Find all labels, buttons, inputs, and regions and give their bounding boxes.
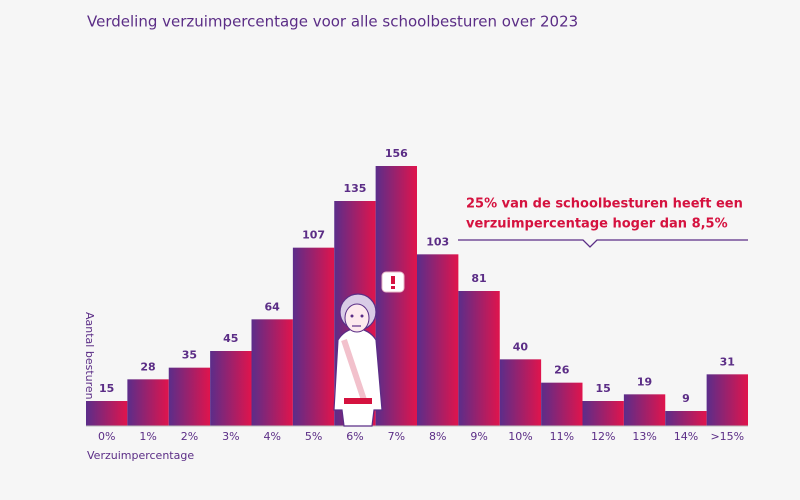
- value-label: 35: [182, 349, 197, 362]
- x-tick-label: 0%: [98, 430, 115, 443]
- x-axis-label: Verzuimpercentage: [87, 449, 194, 462]
- x-tick-label: 6%: [346, 430, 363, 443]
- y-axis-label: Aantal besturen: [83, 312, 96, 400]
- x-tick-label: >15%: [710, 430, 744, 443]
- annotation: verzuimpercentage hoger dan 8,5%: [466, 217, 728, 232]
- bar: [210, 351, 252, 426]
- bar: [499, 359, 542, 426]
- illustration: [333, 271, 405, 427]
- value-label: 45: [223, 332, 238, 345]
- x-tick-label: 10%: [508, 430, 532, 443]
- bar: [582, 401, 624, 426]
- bar: [417, 254, 459, 426]
- bar: [623, 394, 666, 426]
- value-label: 31: [720, 355, 735, 368]
- bar: [375, 166, 417, 426]
- value-label: 40: [513, 340, 529, 353]
- bar: [458, 291, 500, 426]
- value-label: 26: [554, 364, 570, 377]
- annotation: 25% van de schoolbesturen heeft een: [466, 197, 743, 212]
- value-label: 156: [385, 147, 408, 160]
- bar: [665, 411, 707, 426]
- value-label: 15: [596, 382, 611, 395]
- x-tick-label: 8%: [429, 430, 446, 443]
- bar: [292, 247, 335, 426]
- chart-title: Verdeling verzuimpercentage voor alle sc…: [87, 13, 578, 31]
- value-label: 107: [302, 229, 325, 242]
- x-tick-label: 5%: [305, 430, 322, 443]
- belt: [344, 398, 372, 404]
- face: [344, 303, 370, 333]
- eye: [360, 314, 364, 318]
- value-label: 135: [343, 182, 366, 195]
- x-tick-label: 13%: [632, 430, 656, 443]
- exclamation: [391, 276, 395, 284]
- bar: [706, 374, 748, 426]
- value-label: 9: [682, 392, 690, 405]
- bar: [251, 319, 293, 426]
- x-tick-label: 12%: [591, 430, 615, 443]
- bar: [86, 401, 128, 426]
- value-label: 81: [471, 272, 486, 285]
- sash: [341, 339, 367, 401]
- x-tick-label: 9%: [470, 430, 487, 443]
- bar: [541, 382, 583, 426]
- value-label: 28: [140, 360, 155, 373]
- x-tick-label: 4%: [263, 430, 280, 443]
- bar: [127, 379, 169, 426]
- x-tick-label: 11%: [550, 430, 574, 443]
- value-label: 15: [99, 382, 114, 395]
- eye: [350, 314, 354, 318]
- value-label: 103: [426, 235, 449, 248]
- x-tick-label: 3%: [222, 430, 239, 443]
- value-label: 64: [265, 300, 281, 313]
- value-label: 19: [637, 375, 652, 388]
- bar: [168, 367, 211, 426]
- x-tick-label: 14%: [674, 430, 698, 443]
- x-tick-label: 1%: [139, 430, 156, 443]
- annotation-bracket: [458, 239, 748, 248]
- x-tick-label: 7%: [388, 430, 405, 443]
- x-tick-label: 2%: [181, 430, 198, 443]
- exclamation: [391, 286, 395, 289]
